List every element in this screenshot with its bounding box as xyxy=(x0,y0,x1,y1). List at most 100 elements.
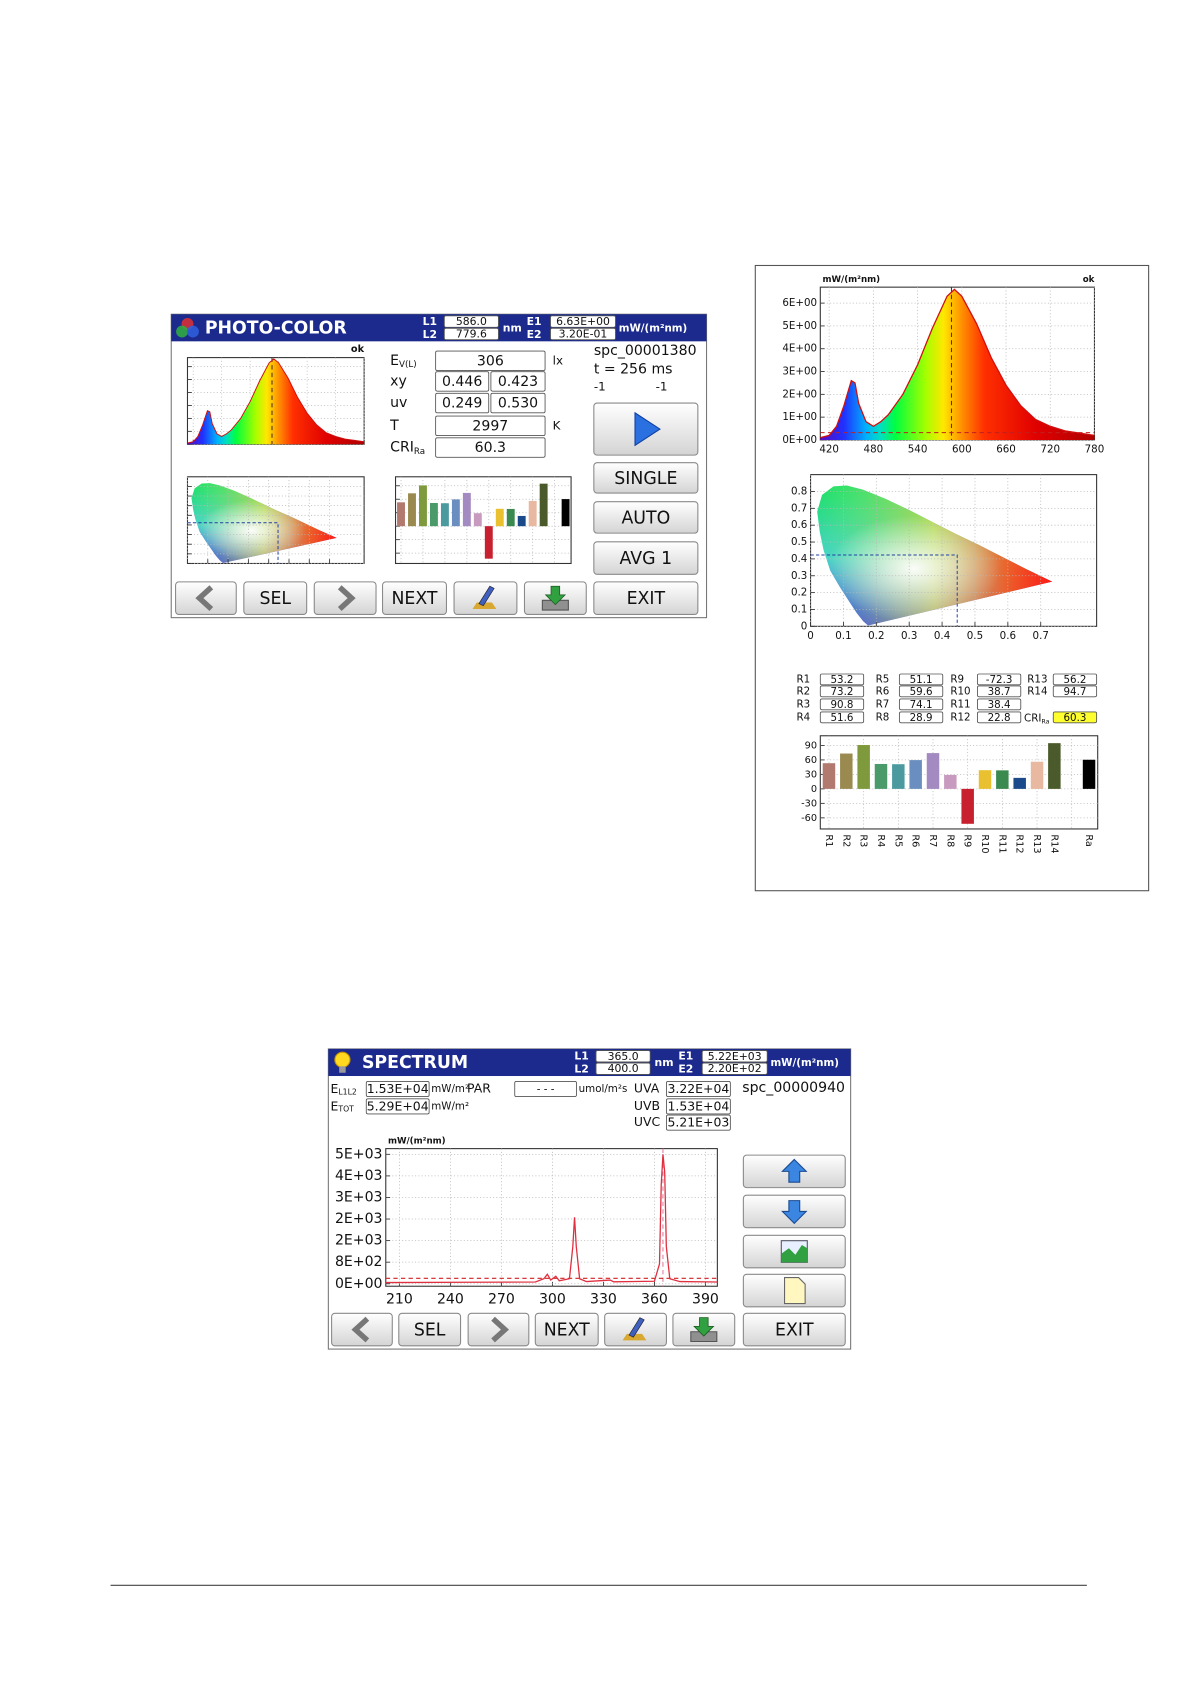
x-tick-label: 330 xyxy=(590,1292,617,1308)
value-box xyxy=(819,685,865,698)
cri-value: -72.3 xyxy=(986,674,1013,686)
button[interactable]: EXIT xyxy=(593,581,699,615)
icon-left xyxy=(195,585,214,611)
x-tick-label: 390 xyxy=(692,1292,719,1308)
bar xyxy=(840,753,853,789)
y-tick-label: 5E+00 xyxy=(782,320,817,332)
screen-title: SPECTRUM xyxy=(362,1053,468,1073)
y-tick-label: 1E+00 xyxy=(782,411,817,423)
bar xyxy=(978,770,992,789)
spectrum-area xyxy=(820,289,1095,440)
button[interactable] xyxy=(604,1312,667,1347)
bar xyxy=(397,502,405,527)
value-box xyxy=(976,698,1022,711)
value: 60.3 xyxy=(475,440,506,456)
row-label: T xyxy=(389,418,399,434)
unit-label: mW/m² xyxy=(431,1083,469,1095)
label-sub: Ra xyxy=(1041,718,1049,726)
header-value: 6.63E+00 xyxy=(556,315,610,328)
bar xyxy=(451,499,460,527)
reading-label: EL1L2 xyxy=(331,1081,357,1097)
y-tick-label: 2E+03 xyxy=(335,1211,383,1227)
button[interactable] xyxy=(313,581,377,615)
button-face xyxy=(593,541,699,575)
cri-value: 94.7 xyxy=(1063,686,1086,698)
bar xyxy=(429,503,438,527)
y-tick-label: 0.2 xyxy=(791,587,807,599)
y-tick-label: 0.5 xyxy=(791,536,807,548)
header-value: 779.6 xyxy=(456,328,487,341)
button-face xyxy=(313,581,377,615)
file-name: spc_00000940 xyxy=(742,1080,845,1096)
value-box xyxy=(819,673,865,686)
label-main: E xyxy=(331,1098,339,1113)
cri-label: R13 xyxy=(1027,673,1047,685)
button[interactable]: SEL xyxy=(243,581,308,615)
button[interactable] xyxy=(593,402,699,456)
value-box xyxy=(435,371,490,392)
value: 2997 xyxy=(472,418,508,434)
x-tick-label: 0.7 xyxy=(1033,630,1049,642)
button[interactable]: AVG 1 xyxy=(593,541,699,575)
cri-value: 28.9 xyxy=(910,712,933,724)
x-tick-label: R10 xyxy=(979,834,990,853)
value-box xyxy=(666,1081,731,1098)
button[interactable] xyxy=(331,1312,393,1347)
button[interactable]: AUTO xyxy=(593,501,699,534)
icon-save xyxy=(544,585,567,606)
button-face xyxy=(593,501,699,534)
xy-cursor xyxy=(810,554,958,627)
button[interactable] xyxy=(467,1312,530,1347)
unit-label: lx xyxy=(553,353,563,367)
button-face xyxy=(593,581,699,615)
button[interactable] xyxy=(742,1194,846,1229)
button-label: AVG 1 xyxy=(620,549,673,569)
x-tick-label: 780 xyxy=(1085,444,1105,456)
button[interactable] xyxy=(742,1154,846,1189)
value-box xyxy=(595,1050,651,1063)
button[interactable]: NEXT xyxy=(381,581,448,615)
x-tick-label: R11 xyxy=(996,834,1007,853)
header-unit: mW/(m²nm) xyxy=(619,322,687,334)
icon-pen xyxy=(472,602,497,609)
status-label: ok xyxy=(351,344,365,355)
y-tick-label: 3E+03 xyxy=(335,1189,383,1205)
button[interactable]: NEXT xyxy=(534,1312,599,1347)
icon-left xyxy=(351,1316,370,1343)
icon-doc xyxy=(784,1277,806,1305)
button-face xyxy=(593,462,699,494)
header-label: L1 xyxy=(423,315,437,328)
header-label: E2 xyxy=(527,328,542,341)
button-face xyxy=(243,581,308,615)
button[interactable] xyxy=(672,1312,736,1347)
x-tick-label: 210 xyxy=(386,1292,413,1308)
button-face xyxy=(534,1312,599,1347)
bar xyxy=(408,493,416,527)
button[interactable] xyxy=(523,581,587,615)
bar xyxy=(517,515,526,527)
button[interactable]: SEL xyxy=(398,1312,462,1347)
button[interactable] xyxy=(742,1234,846,1269)
y-tick-label: 0E+00 xyxy=(335,1276,383,1292)
x-tick-label: R1 xyxy=(823,834,834,847)
button[interactable] xyxy=(175,581,237,615)
label-main: E xyxy=(390,353,399,369)
label-sub: L1L2 xyxy=(338,1087,357,1096)
title-icon xyxy=(339,1066,346,1073)
cri-label: R10 xyxy=(950,685,970,697)
cri-value: 51.1 xyxy=(910,674,933,686)
y-tick-label: 0.6 xyxy=(791,519,807,531)
button[interactable]: SINGLE xyxy=(593,462,699,494)
value-box xyxy=(435,437,546,458)
header-value: 3.20E-01 xyxy=(559,328,608,341)
bar xyxy=(1082,759,1096,789)
button[interactable] xyxy=(742,1273,846,1308)
cri-value: 22.8 xyxy=(988,712,1011,724)
reading-label: PAR xyxy=(467,1081,491,1096)
button[interactable]: EXIT xyxy=(742,1312,846,1347)
value-box xyxy=(898,673,944,686)
bar xyxy=(539,483,548,527)
y-axis-label: mW/(m²nm) xyxy=(822,275,880,285)
button[interactable] xyxy=(453,581,518,615)
button-label: NEXT xyxy=(391,589,437,609)
